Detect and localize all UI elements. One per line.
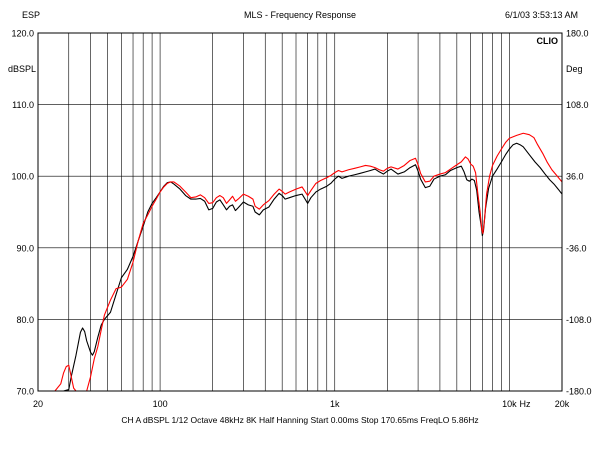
y-axis-label: dBSPL [8,64,36,74]
x-axis-ticks: 20 100 1k 10k 20k [33,399,570,409]
y2-tick-label: 180.0 [566,29,589,39]
chart-title: MLS - Frequency Response [244,10,356,20]
measurement-settings: CH A dBSPL 1/12 Octave 48kHz 8K Half Han… [121,415,478,425]
clio-brand-label: CLIO [537,36,559,46]
series-line-2 [38,132,563,392]
x-tick-label: 20k [555,399,570,409]
y2-tick-label: 36.0 [566,172,584,182]
header-left-label: ESP [22,10,40,20]
y-tick-label: 70.0 [16,387,34,397]
x-tick-label: 10k [502,399,517,409]
y-tick-label: 120.0 [11,29,34,39]
header-timestamp: 6/1/03 3:53:13 AM [505,10,578,20]
data-series [38,132,563,392]
y-axis-ticks: 120.0 110.0 100.0 90.0 80.0 70.0 [11,29,34,397]
y2-axis-label: Deg [566,64,583,74]
y-tick-label: 90.0 [16,243,34,253]
x-axis-unit: Hz [520,399,531,409]
y2-tick-label: -36.0 [566,243,587,253]
grid-lines [38,33,562,391]
y2-axis-ticks: 180.0 108.0 36.0 -36.0 -108.0 -180.0 [566,29,592,397]
y2-tick-label: -180.0 [566,387,592,397]
y-tick-label: 80.0 [16,315,34,325]
y2-tick-label: -108.0 [566,315,592,325]
plot-frame [37,32,563,392]
x-tick-label: 100 [153,399,168,409]
y-tick-label: 110.0 [12,100,34,110]
y2-tick-label: 108.0 [566,100,589,110]
y-tick-label: 100.0 [11,172,34,182]
x-tick-label: 20 [33,399,43,409]
x-tick-label: 1k [330,399,340,409]
